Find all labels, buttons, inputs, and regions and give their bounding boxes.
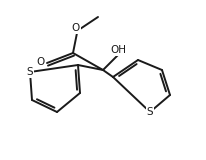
Text: OH: OH <box>109 45 125 55</box>
Text: O: O <box>71 23 80 33</box>
Text: S: S <box>27 67 33 77</box>
Text: S: S <box>146 107 153 117</box>
Text: O: O <box>37 57 45 67</box>
